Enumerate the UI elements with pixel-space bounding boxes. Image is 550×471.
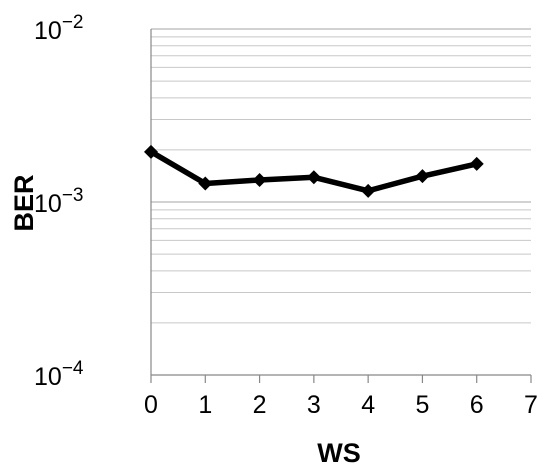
grid	[151, 28, 531, 376]
x-tick-label: 2	[253, 391, 267, 419]
data-point	[198, 176, 213, 191]
y-tick-label: 10−2	[34, 12, 83, 45]
x-tick-label: 0	[144, 391, 158, 419]
y-tick-base: 10	[34, 17, 62, 45]
y-tick-exponent: −3	[62, 185, 84, 206]
data-point	[306, 170, 321, 185]
y-tick-base: 10	[34, 190, 62, 218]
tick-labels: 0 1 2 3 4 5 6 710−210−310−4	[34, 12, 538, 419]
x-axis-title: WS	[317, 438, 361, 468]
x-tick-label: 5	[415, 391, 429, 419]
y-tick-label: 10−3	[34, 185, 83, 218]
data-point	[469, 156, 484, 171]
series	[144, 144, 484, 198]
y-tick-exponent: −2	[62, 12, 84, 33]
data-point	[361, 183, 376, 198]
y-tick-base: 10	[34, 363, 62, 391]
x-tick-label: 4	[361, 391, 375, 419]
y-tick-label: 10−4	[34, 358, 84, 391]
x-tick-label: 1	[198, 391, 212, 419]
y-tick-exponent: −4	[62, 358, 84, 379]
x-tick-label: 7	[524, 391, 538, 419]
data-point	[252, 173, 267, 188]
x-tick-label: 6	[470, 391, 484, 419]
x-tick-label: 3	[307, 391, 321, 419]
data-point	[144, 144, 158, 159]
data-point	[415, 169, 430, 184]
y-axis-title: BER	[9, 174, 39, 231]
axes	[150, 29, 532, 383]
